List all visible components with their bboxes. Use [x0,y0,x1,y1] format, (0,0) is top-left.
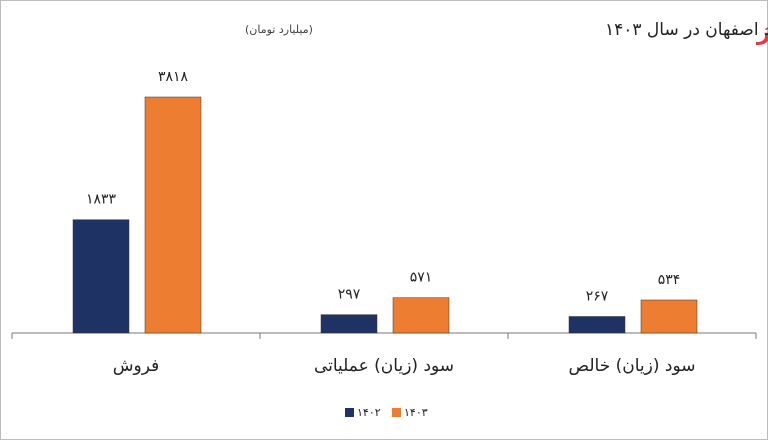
bar [320,314,378,334]
bar [568,316,626,334]
data-label: ۵۳۴ [658,272,681,288]
legend-label: ۱۴۰۲ [357,406,381,419]
legend-label: ۱۴۰۳ [404,406,428,419]
x-tick-label: سود (زیان) خالص [569,356,696,376]
data-label: ۲۹۷ [338,287,361,303]
data-label: ۲۶۷ [586,288,609,304]
data-label: ۵۷۱ [410,270,433,286]
bar [392,297,450,334]
brand-logo: تجارت نیوز [756,17,768,45]
chart-subtitle: (میلیارد تومان) [245,23,313,36]
legend-swatch [392,408,401,417]
bar [640,299,698,334]
x-tick-label: سود (زیان) عملیاتی [314,356,454,376]
bar [144,96,202,334]
data-label: ۳۸۱۸ [158,69,189,85]
chart-title: رشد درآمد و سودسازی قند اصفهان در سال ۱۴… [605,18,768,40]
data-label: ۱۸۳۳ [86,192,117,208]
x-tick-label: فروش [113,356,159,376]
bar [72,219,130,334]
legend-swatch [345,408,354,417]
